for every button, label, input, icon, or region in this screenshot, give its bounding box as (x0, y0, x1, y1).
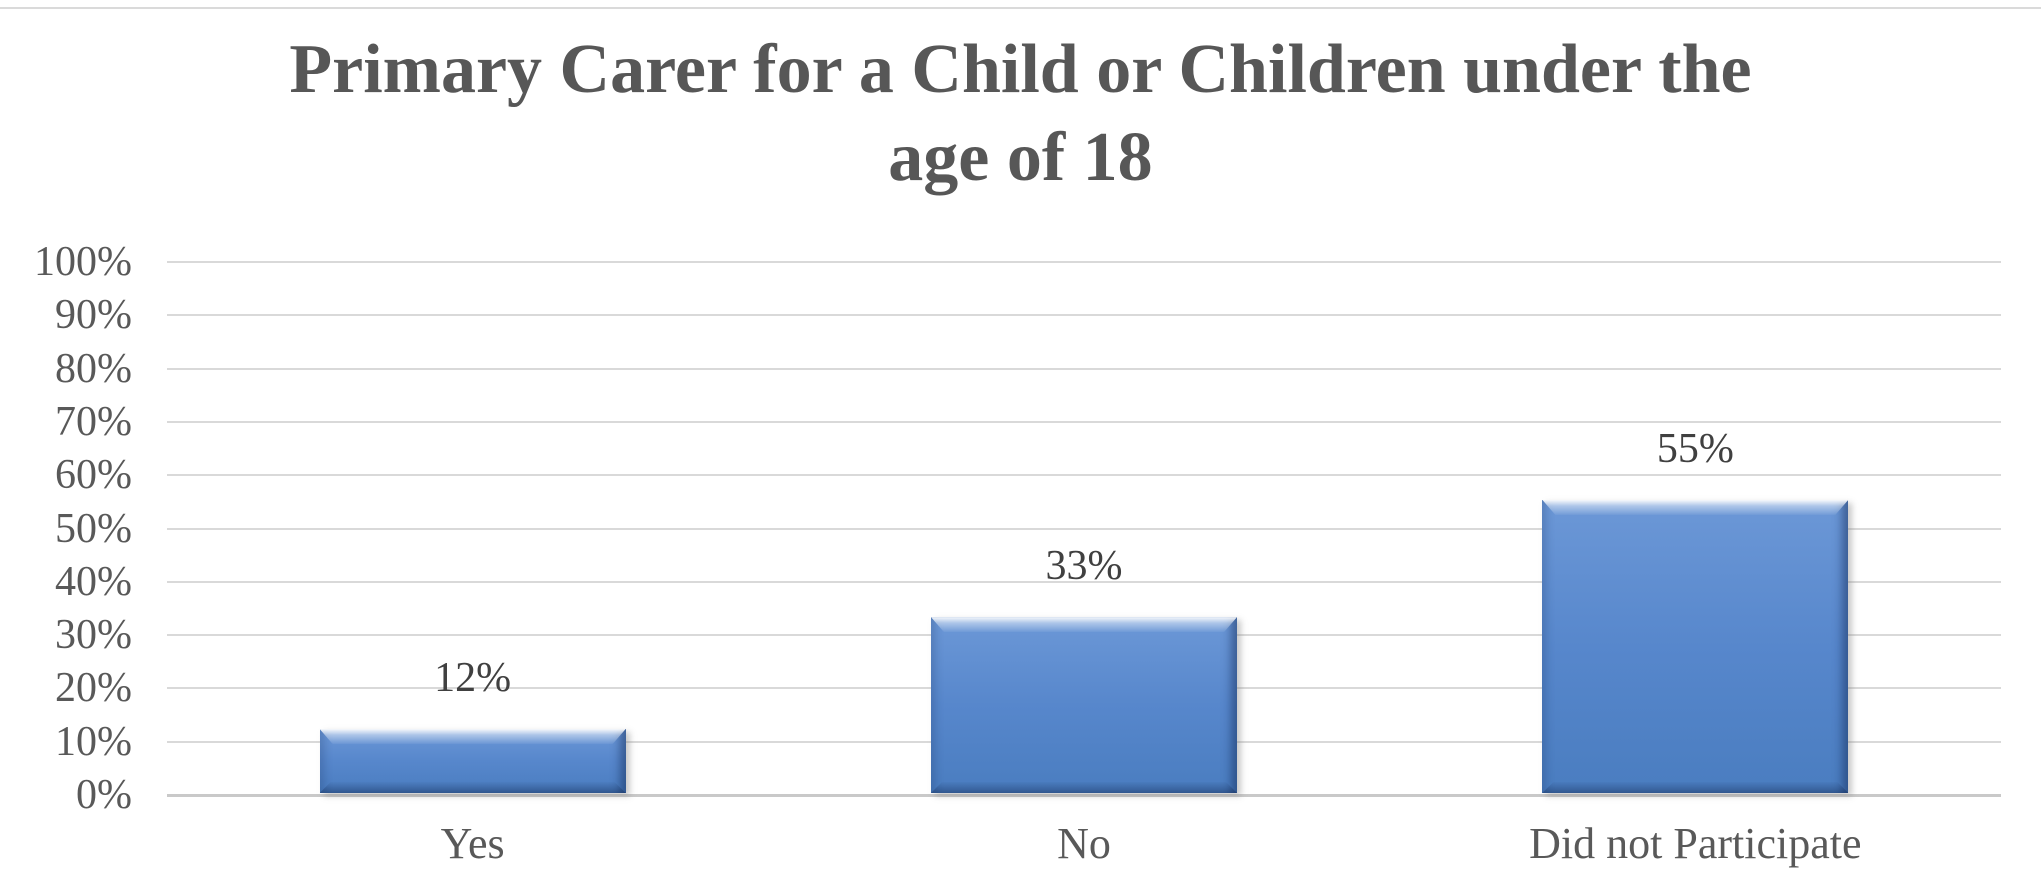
gridline (167, 527, 2001, 530)
data-label-no: 33% (1045, 543, 1123, 590)
top-border-line (0, 7, 2041, 9)
x-axis-label-no: No (1057, 819, 1111, 868)
gridline (167, 367, 2001, 370)
gridline (167, 474, 2001, 477)
y-tick-label-80: 80% (55, 345, 132, 392)
chart-title-line-2: age of 18 (888, 119, 1153, 196)
y-tick-label-60: 60% (55, 452, 132, 499)
bar-did-not-participate (1542, 499, 1849, 793)
gridline (167, 261, 2001, 263)
x-axis-label-did-not-participate: Did not Participate (1529, 819, 1862, 868)
chart-title: Primary Carer for a Child or Children un… (0, 26, 2041, 202)
chart-title-line-1: Primary Carer for a Child or Children un… (289, 31, 1752, 108)
gridline (167, 580, 2001, 583)
gridline (167, 314, 2001, 317)
x-axis-label-yes: Yes (440, 819, 505, 868)
y-tick-label-20: 20% (55, 665, 132, 712)
x-axis-line (167, 793, 2001, 797)
y-tick-label-50: 50% (55, 505, 132, 552)
data-label-yes: 12% (434, 655, 512, 702)
data-label-did-not-participate: 55% (1656, 425, 1734, 472)
y-tick-label-30: 30% (55, 612, 132, 659)
y-tick-label-0: 0% (76, 772, 132, 818)
bar-no (931, 617, 1237, 793)
gridline (167, 420, 2001, 423)
y-tick-label-10: 10% (55, 718, 132, 765)
y-tick-label-40: 40% (55, 558, 132, 605)
y-tick-label-100: 100% (34, 239, 132, 285)
y-tick-label-70: 70% (55, 398, 132, 445)
y-tick-label-90: 90% (55, 292, 132, 339)
bar-yes (319, 729, 626, 793)
